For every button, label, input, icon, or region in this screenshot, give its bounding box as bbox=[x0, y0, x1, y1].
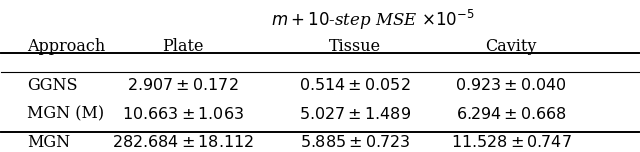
Text: MGN (M): MGN (M) bbox=[27, 106, 104, 123]
Text: $5.885 \pm 0.723$: $5.885 \pm 0.723$ bbox=[300, 134, 410, 151]
Text: $10.663 \pm 1.063$: $10.663 \pm 1.063$ bbox=[122, 106, 244, 123]
Text: $0.923 \pm 0.040$: $0.923 \pm 0.040$ bbox=[455, 77, 567, 94]
Text: $6.294 \pm 0.668$: $6.294 \pm 0.668$ bbox=[456, 106, 566, 123]
Text: Cavity: Cavity bbox=[486, 38, 537, 55]
Text: Approach: Approach bbox=[27, 38, 105, 55]
Text: $282.684 \pm 18.112$: $282.684 \pm 18.112$ bbox=[112, 134, 254, 151]
Text: $0.514 \pm 0.052$: $0.514 \pm 0.052$ bbox=[300, 77, 411, 94]
Text: $m + 10$-step MSE $\times 10^{-5}$: $m + 10$-step MSE $\times 10^{-5}$ bbox=[271, 7, 474, 31]
Text: $2.907 \pm 0.172$: $2.907 \pm 0.172$ bbox=[127, 77, 239, 94]
Text: Plate: Plate bbox=[163, 38, 204, 55]
Text: $11.528 \pm 0.747$: $11.528 \pm 0.747$ bbox=[451, 134, 572, 151]
Text: Tissue: Tissue bbox=[329, 38, 381, 55]
Text: $5.027 \pm 1.489$: $5.027 \pm 1.489$ bbox=[299, 106, 411, 123]
Text: GGNS: GGNS bbox=[27, 77, 77, 94]
Text: MGN: MGN bbox=[27, 134, 70, 151]
